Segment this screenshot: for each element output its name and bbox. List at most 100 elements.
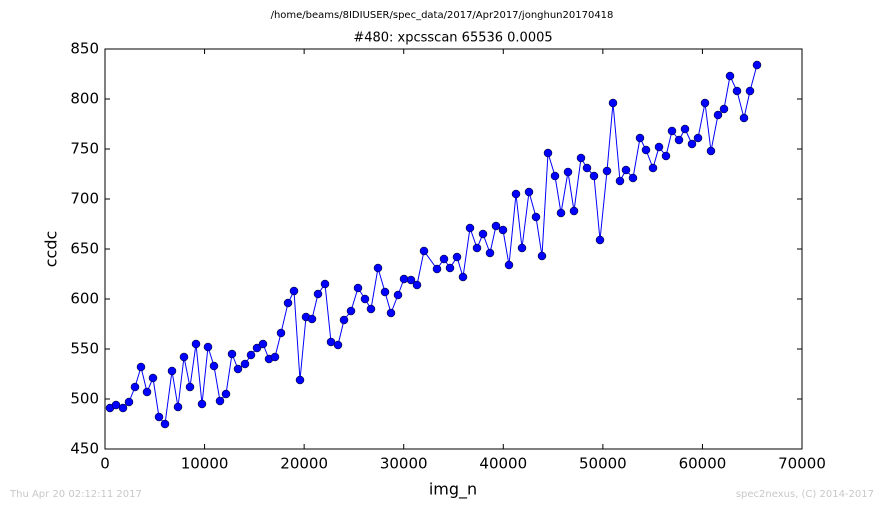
- data-point: [485, 248, 495, 258]
- data-point: [360, 294, 370, 304]
- x-tick-label: 0: [100, 455, 110, 473]
- x-tick-label: 70000: [778, 455, 826, 473]
- data-point: [680, 124, 690, 134]
- data-point: [498, 225, 508, 235]
- data-point: [732, 86, 742, 96]
- data-point: [191, 339, 201, 349]
- y-tick-label: 450: [70, 440, 99, 458]
- data-point: [452, 252, 462, 262]
- footer-left: Thu Apr 20 02:12:11 2017: [9, 489, 142, 500]
- data-point: [621, 165, 631, 175]
- data-point: [654, 142, 664, 152]
- x-tick-label: 60000: [679, 455, 727, 473]
- data-point: [203, 342, 213, 352]
- data-point: [252, 343, 262, 353]
- data-point: [373, 263, 383, 273]
- data-point: [118, 403, 128, 413]
- data-point: [537, 251, 547, 261]
- data-point: [569, 206, 579, 216]
- y-axis-label: ccdc: [42, 231, 61, 268]
- data-point: [648, 163, 658, 173]
- data-point: [635, 133, 645, 143]
- y-tick-label: 850: [70, 40, 99, 58]
- data-point: [399, 274, 409, 284]
- data-point: [173, 402, 183, 412]
- x-tick-label: 40000: [479, 455, 527, 473]
- data-point: [543, 148, 553, 158]
- data-point: [142, 387, 152, 397]
- data-point: [615, 176, 625, 186]
- data-point: [589, 171, 599, 181]
- data-point: [693, 133, 703, 143]
- data-point: [353, 283, 363, 293]
- data-point: [661, 151, 671, 161]
- data-point: [628, 173, 638, 183]
- x-tick-label: 10000: [181, 455, 229, 473]
- data-point: [233, 364, 243, 374]
- data-point: [458, 272, 468, 282]
- data-point: [148, 373, 158, 383]
- header: /home/beams/8IDIUSER/spec_data/2017/Apr2…: [271, 10, 614, 21]
- chart-title: #480: xpcsscan 65536 0.0005: [353, 31, 552, 46]
- data-point: [289, 286, 299, 296]
- data-point: [136, 362, 146, 372]
- data-point: [295, 375, 305, 385]
- data-point: [719, 104, 729, 114]
- data-point: [346, 306, 356, 316]
- data-point: [393, 290, 403, 300]
- data-point: [641, 145, 651, 155]
- x-axis-label: img_n: [429, 480, 477, 500]
- data-point: [524, 187, 534, 197]
- data-point: [602, 166, 612, 176]
- data-point: [725, 71, 735, 81]
- data-point: [550, 171, 560, 181]
- data-point: [531, 212, 541, 222]
- data-point: [227, 349, 237, 359]
- data-point: [307, 314, 317, 324]
- data-point: [595, 235, 605, 245]
- data-point: [739, 113, 749, 123]
- data-point: [700, 98, 710, 108]
- y-tick-label: 550: [70, 340, 99, 358]
- data-point: [412, 280, 422, 290]
- data-point: [160, 419, 170, 429]
- y-tick-label: 700: [70, 190, 99, 208]
- x-tick-label: 20000: [280, 455, 328, 473]
- data-point: [445, 263, 455, 273]
- data-line: [109, 64, 758, 426]
- data-point: [215, 396, 225, 406]
- y-tick-label: 500: [70, 390, 99, 408]
- x-tick-label: 30000: [380, 455, 428, 473]
- data-point: [209, 361, 219, 371]
- data-point: [687, 139, 697, 149]
- data-point: [556, 208, 566, 218]
- data-point: [339, 315, 349, 325]
- data-point: [333, 340, 343, 350]
- data-point: [674, 135, 684, 145]
- data-point: [419, 246, 429, 256]
- data-point: [713, 110, 723, 120]
- data-point: [283, 298, 293, 308]
- data-point: [511, 189, 521, 199]
- data-point: [276, 328, 286, 338]
- data-point: [221, 389, 231, 399]
- data-point: [491, 221, 501, 231]
- y-tick-label: 650: [70, 240, 99, 258]
- data-point: [179, 352, 189, 362]
- data-point: [366, 304, 376, 314]
- data-point: [124, 397, 134, 407]
- data-point: [576, 153, 586, 163]
- data-point: [130, 382, 140, 392]
- data-point: [439, 254, 449, 264]
- y-tick-label: 800: [70, 90, 99, 108]
- plot-frame: [104, 48, 803, 450]
- data-point: [465, 223, 475, 233]
- data-point: [386, 308, 396, 318]
- data-point: [154, 412, 164, 422]
- data-point: [380, 287, 390, 297]
- data-point: [270, 352, 280, 362]
- y-tick-label: 600: [70, 290, 99, 308]
- data-point: [745, 86, 755, 96]
